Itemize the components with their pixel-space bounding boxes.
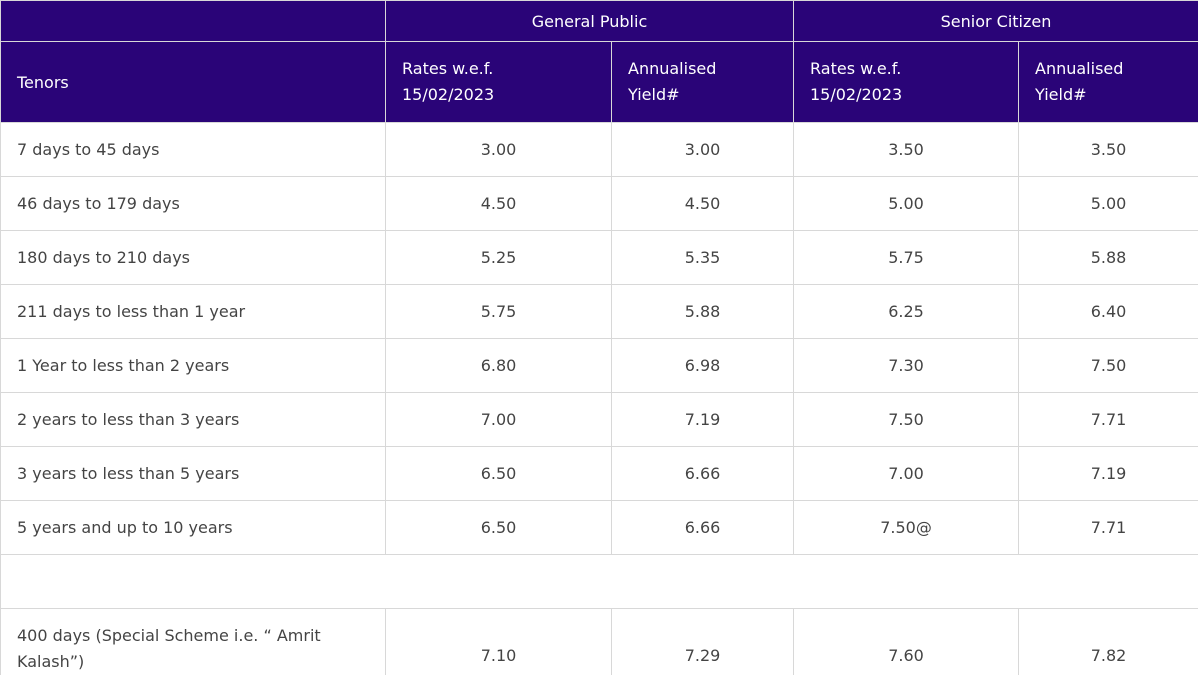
column-header-text: Annualised Yield# — [628, 59, 717, 104]
column-header-text: Annualised Yield# — [1035, 59, 1124, 104]
rate-cell: 7.71 — [1017, 392, 1198, 447]
rate-cell: 5.35 — [611, 230, 794, 285]
rate-cell: 3.50 — [793, 122, 1019, 177]
column-header-text: Rates w.e.f. 15/02/2023 — [810, 59, 903, 104]
table-row: 180 days to 210 days 5.25 5.35 5.75 5.88 — [0, 230, 1198, 285]
tenor-cell: 7 days to 45 days — [0, 122, 386, 177]
spacer-row — [0, 554, 1198, 609]
rate-cell: 6.50 — [385, 446, 612, 501]
rate-cell: 7.00 — [385, 392, 612, 447]
table-row: 46 days to 179 days 4.50 4.50 5.00 5.00 — [0, 176, 1198, 231]
table-row: 400 days (Special Scheme i.e. “ Amrit Ka… — [0, 608, 1198, 675]
rate-cell: 5.75 — [793, 230, 1019, 285]
rate-cell: 6.50 — [385, 500, 612, 555]
table-row: 3 years to less than 5 years 6.50 6.66 7.00… — [0, 446, 1198, 501]
tenor-cell: 211 days to less than 1 year — [0, 284, 386, 339]
column-header: Annualised Yield# — [611, 41, 794, 123]
table-row: 7 days to 45 days 3.00 3.00 3.50 3.50 — [0, 122, 1198, 177]
rate-cell: 7.50 — [1017, 338, 1198, 393]
rate-cell: 7.19 — [1017, 446, 1198, 501]
tenor-cell: 46 days to 179 days — [0, 176, 386, 231]
rate-cell: 7.50 — [793, 392, 1019, 447]
tenor-cell: 3 years to less than 5 years — [0, 446, 386, 501]
rate-cell: 3.00 — [385, 122, 612, 177]
tenor-cell: 1 Year to less than 2 years — [0, 338, 386, 393]
rate-cell: 6.98 — [611, 338, 794, 393]
rate-cell: 7.82 — [1017, 608, 1198, 675]
rate-cell: 6.66 — [611, 446, 794, 501]
table-body: 7 days to 45 days 3.00 3.00 3.50 3.50 46 days… — [0, 122, 1198, 675]
rate-cell: 3.00 — [611, 122, 794, 177]
rate-cell: 5.88 — [611, 284, 794, 339]
table-row: 211 days to less than 1 year 5.75 5.88 6.25… — [0, 284, 1198, 339]
tenor-cell: 2 years to less than 3 years — [0, 392, 386, 447]
rate-cell: 7.19 — [611, 392, 794, 447]
rate-cell: 7.71 — [1017, 500, 1198, 555]
group-header: Senior Citizen — [792, 0, 1198, 42]
table-row: 2 years to less than 3 years 7.00 7.19 7.50… — [0, 392, 1198, 447]
tenor-cell: 400 days (Special Scheme i.e. “ Amrit Ka… — [0, 608, 386, 675]
rate-cell: 6.66 — [611, 500, 794, 555]
rate-cell: 5.00 — [1017, 176, 1198, 231]
column-header-text: Rates w.e.f. 15/02/2023 — [402, 59, 495, 104]
rate-cell: 5.00 — [793, 176, 1019, 231]
rate-cell: 4.50 — [611, 176, 794, 231]
rate-cell: 7.30 — [793, 338, 1019, 393]
rate-cell: 6.80 — [385, 338, 612, 393]
rate-cell: 7.10 — [385, 608, 612, 675]
rate-cell: 6.40 — [1017, 284, 1198, 339]
column-header: Annualised Yield# — [1017, 41, 1198, 123]
spacer-cell — [0, 554, 1198, 609]
column-header: Rates w.e.f. 15/02/2023 — [793, 41, 1019, 123]
table-row: 5 years and up to 10 years 6.50 6.66 7.50@ 7… — [0, 500, 1198, 555]
rate-cell: 7.29 — [611, 608, 794, 675]
rate-cell: 7.60 — [793, 608, 1019, 675]
tenor-cell: 5 years and up to 10 years — [0, 500, 386, 555]
table-row: 1 Year to less than 2 years 6.80 6.98 7.30 7… — [0, 338, 1198, 393]
rate-cell: 5.25 — [385, 230, 612, 285]
rate-cell: 4.50 — [385, 176, 612, 231]
rate-cell: 7.50@ — [793, 500, 1019, 555]
column-header: Tenors — [0, 41, 386, 123]
rate-cell: 7.00 — [793, 446, 1019, 501]
rate-cell: 3.50 — [1017, 122, 1198, 177]
rate-cell: 6.25 — [793, 284, 1019, 339]
header-blank — [0, 0, 386, 42]
rate-cell: 5.88 — [1017, 230, 1198, 285]
tenor-cell: 180 days to 210 days — [0, 230, 386, 285]
group-header: General Public — [385, 0, 794, 42]
rate-cell: 5.75 — [385, 284, 612, 339]
column-header: Rates w.e.f. 15/02/2023 — [385, 41, 612, 123]
